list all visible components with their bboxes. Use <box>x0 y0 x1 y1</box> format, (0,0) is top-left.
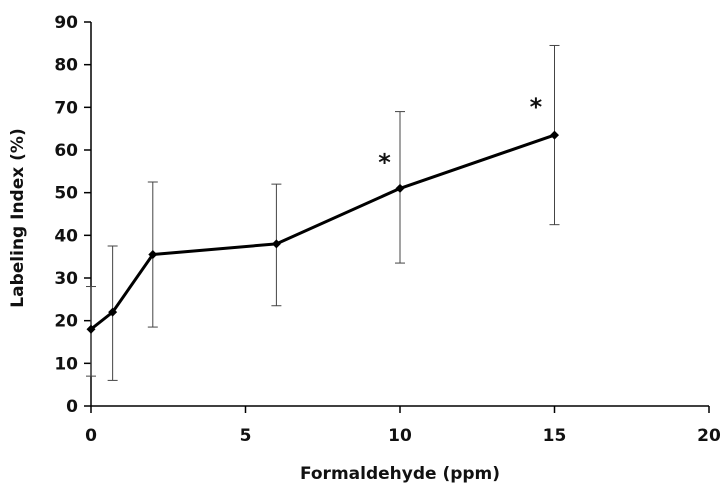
data-point <box>108 307 118 317</box>
significance-marker: * <box>378 149 391 177</box>
data-point <box>395 183 405 193</box>
x-tick-label: 15 <box>543 426 567 446</box>
y-axis-label: Labeling Index (%) <box>8 128 28 307</box>
x-tick-label: 10 <box>388 426 412 446</box>
y-tick-label: 10 <box>54 354 78 374</box>
x-axis-label: Formaldehyde (ppm) <box>300 464 500 484</box>
data-line-layer <box>90 133 555 331</box>
y-tick-label: 60 <box>54 141 78 161</box>
x-tick-label: 0 <box>85 426 97 446</box>
data-point <box>271 239 281 249</box>
y-tick-label: 20 <box>54 312 78 332</box>
x-tick-label: 20 <box>697 426 721 446</box>
y-tick-label: 80 <box>54 56 78 76</box>
data-line <box>90 133 555 331</box>
data-points <box>86 130 559 334</box>
y-tick-label: 50 <box>54 184 78 204</box>
significance-marker: * <box>530 93 543 121</box>
y-tick-label: 70 <box>54 98 78 118</box>
data-point <box>148 250 158 260</box>
data-point <box>86 324 96 334</box>
y-tick-label: 30 <box>54 269 78 289</box>
y-tick-label: 40 <box>54 226 78 246</box>
y-tick-label: 0 <box>66 397 78 417</box>
error-bars <box>86 44 560 381</box>
y-tick-label: 90 <box>54 13 78 33</box>
annotations: ** <box>378 93 542 176</box>
axes: 0 10 20 30 40 50 60 70 80 90 0 5 10 15 20 <box>54 13 721 446</box>
x-tick-label: 5 <box>240 426 252 446</box>
data-point <box>550 130 559 140</box>
